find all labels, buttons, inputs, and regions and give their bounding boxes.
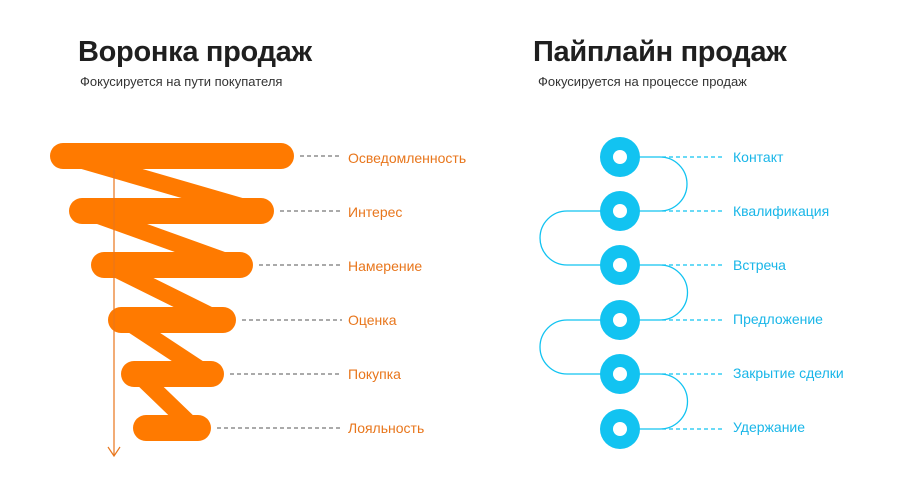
pipeline-subtitle: Фокусируется на процессе продаж <box>538 74 747 89</box>
pipeline-stage-label: Закрытие сделки <box>733 365 844 381</box>
pipeline-title: Пайплайн продаж <box>533 36 787 68</box>
pipeline-stage-label: Квалификация <box>733 203 830 219</box>
pipeline-connector <box>539 156 689 430</box>
pipeline-node-center <box>613 422 627 436</box>
funnel-stage-label: Покупка <box>348 366 401 382</box>
funnel-subtitle: Фокусируется на пути покупателя <box>80 74 283 89</box>
pipeline-node-center <box>613 150 627 164</box>
pipeline-stage-label: Контакт <box>733 149 784 165</box>
funnel-stage-label: Осведомленность <box>348 150 467 166</box>
funnel-stage-label: Лояльность <box>348 420 425 436</box>
pipeline-node-center <box>613 204 627 218</box>
funnel-arrow-head <box>107 446 121 458</box>
funnel-diagram <box>50 143 342 458</box>
funnel-title: Воронка продаж <box>78 36 312 68</box>
pipeline-node-center <box>613 313 627 327</box>
pipeline-stage-label: Удержание <box>733 419 806 435</box>
pipeline-node-center <box>613 258 627 272</box>
funnel-stage-label: Оценка <box>348 312 397 328</box>
pipeline-stage-label: Предложение <box>733 311 823 327</box>
pipeline-node-center <box>613 367 627 381</box>
pipeline-diagram <box>539 137 722 449</box>
funnel-stage-label: Намерение <box>348 258 423 274</box>
pipeline-stage-label: Встреча <box>733 257 786 273</box>
funnel-stage-label: Интерес <box>348 204 403 220</box>
